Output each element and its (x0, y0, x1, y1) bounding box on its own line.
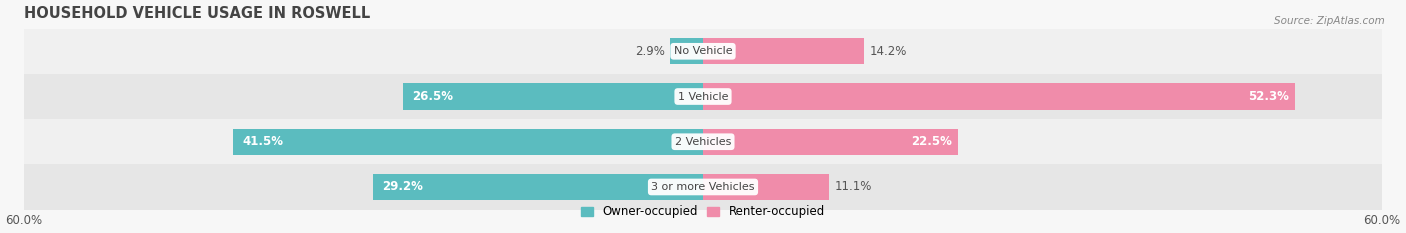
Bar (703, 83, 1295, 110)
Text: 14.2%: 14.2% (869, 45, 907, 58)
Bar (24, 164, 1382, 209)
Text: Source: ZipAtlas.com: Source: ZipAtlas.com (1274, 16, 1385, 26)
Text: 29.2%: 29.2% (381, 181, 423, 193)
Bar (233, 129, 703, 155)
Text: 41.5%: 41.5% (242, 135, 284, 148)
Bar (703, 38, 863, 64)
Bar (24, 29, 1382, 74)
Legend: Owner-occupied, Renter-occupied: Owner-occupied, Renter-occupied (581, 205, 825, 218)
Text: 22.5%: 22.5% (911, 135, 952, 148)
Bar (671, 38, 703, 64)
Bar (703, 174, 828, 200)
Text: 2.9%: 2.9% (634, 45, 665, 58)
Text: 1 Vehicle: 1 Vehicle (678, 92, 728, 102)
Bar (24, 74, 1382, 119)
Text: 26.5%: 26.5% (412, 90, 453, 103)
Bar (24, 119, 1382, 164)
Text: 3 or more Vehicles: 3 or more Vehicles (651, 182, 755, 192)
Bar (373, 174, 703, 200)
Text: No Vehicle: No Vehicle (673, 46, 733, 56)
Text: 11.1%: 11.1% (834, 181, 872, 193)
Text: 2 Vehicles: 2 Vehicles (675, 137, 731, 147)
Bar (404, 83, 703, 110)
Bar (703, 129, 957, 155)
Text: HOUSEHOLD VEHICLE USAGE IN ROSWELL: HOUSEHOLD VEHICLE USAGE IN ROSWELL (24, 6, 370, 21)
Text: 52.3%: 52.3% (1249, 90, 1289, 103)
